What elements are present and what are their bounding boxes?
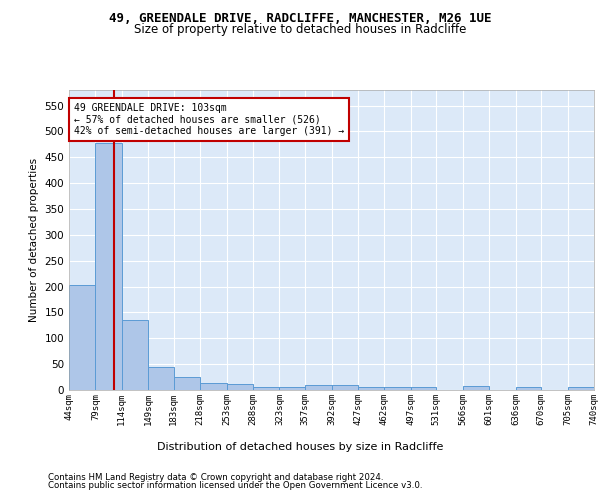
Bar (358, 388, 385, 390)
Bar (463, 386, 489, 390)
Bar (200, 383, 227, 390)
Text: Contains HM Land Registry data © Crown copyright and database right 2024.: Contains HM Land Registry data © Crown c… (48, 472, 383, 482)
Y-axis label: Number of detached properties: Number of detached properties (29, 158, 39, 322)
Text: Size of property relative to detached houses in Radcliffe: Size of property relative to detached ho… (134, 22, 466, 36)
Bar (227, 384, 253, 390)
Bar (411, 388, 436, 390)
Bar (568, 388, 594, 390)
Bar (331, 385, 358, 390)
Bar (122, 320, 148, 390)
Bar (515, 388, 541, 390)
Bar (280, 388, 305, 390)
Bar (95, 143, 122, 390)
Bar (385, 388, 411, 390)
Text: Distribution of detached houses by size in Radcliffe: Distribution of detached houses by size … (157, 442, 443, 452)
Text: Contains public sector information licensed under the Open Government Licence v3: Contains public sector information licen… (48, 482, 422, 490)
Text: 49 GREENDALE DRIVE: 103sqm
← 57% of detached houses are smaller (526)
42% of sem: 49 GREENDALE DRIVE: 103sqm ← 57% of deta… (74, 103, 344, 136)
Bar (148, 367, 174, 390)
Text: 49, GREENDALE DRIVE, RADCLIFFE, MANCHESTER, M26 1UE: 49, GREENDALE DRIVE, RADCLIFFE, MANCHEST… (109, 12, 491, 26)
Bar (253, 387, 280, 390)
Bar (69, 285, 95, 390)
Bar (174, 377, 200, 390)
Bar (305, 385, 331, 390)
